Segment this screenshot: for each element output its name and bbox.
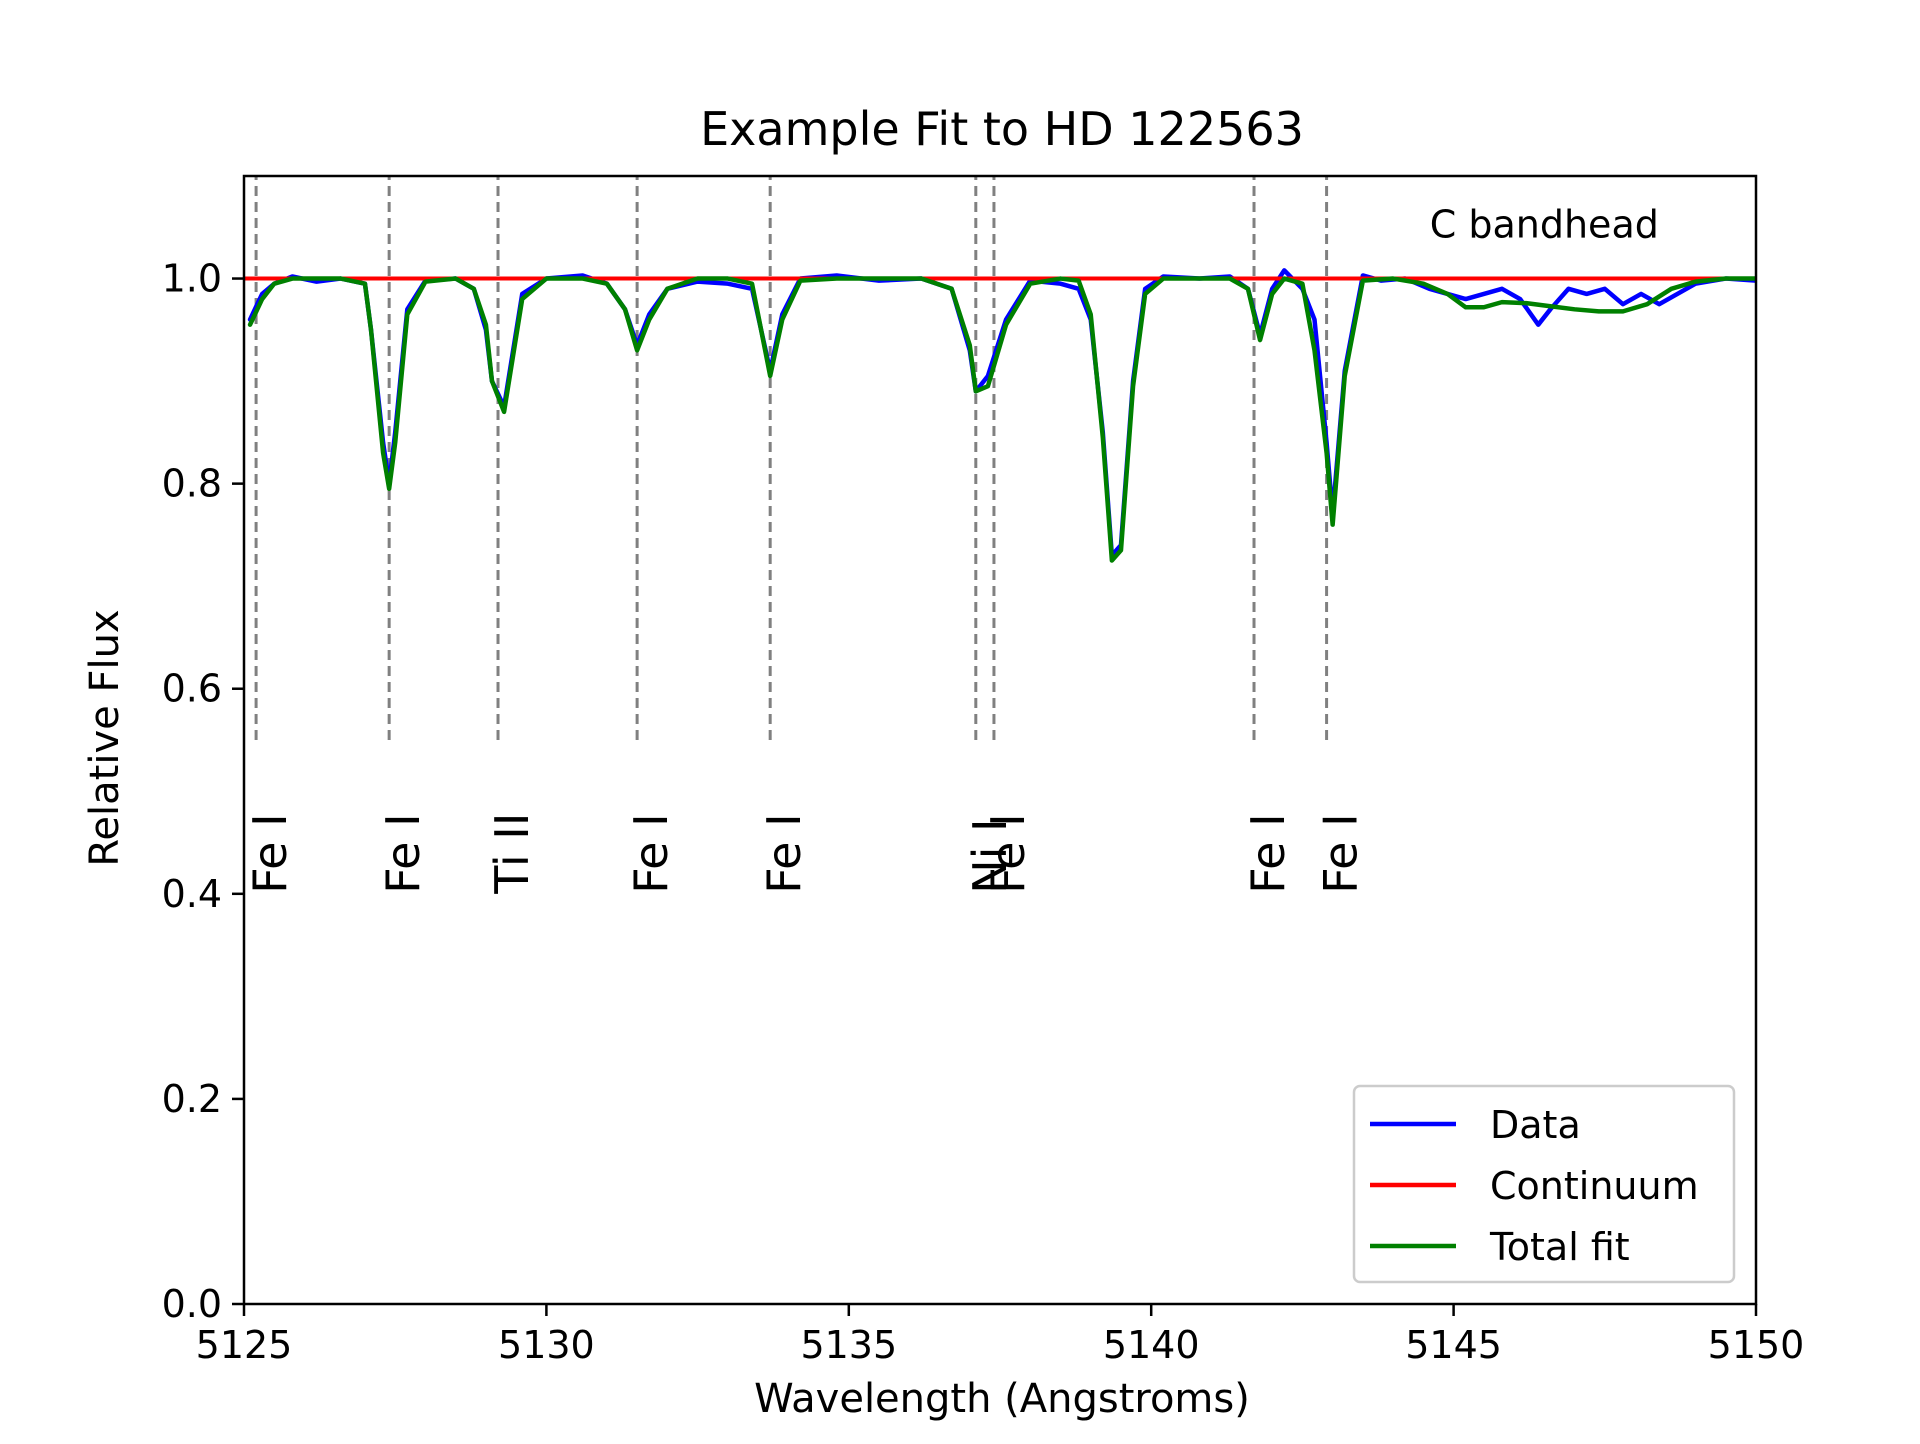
y-tick-label: 0.2 bbox=[162, 1077, 222, 1121]
plot-frame bbox=[242, 174, 1758, 1306]
x-tick-label: 5145 bbox=[1405, 1323, 1502, 1367]
x-tick-label: 5150 bbox=[1708, 1323, 1805, 1367]
y-tick-label: 0.4 bbox=[162, 872, 222, 916]
legend-label-continuum: Continuum bbox=[1490, 1164, 1699, 1208]
x-tick-label: 5125 bbox=[196, 1323, 293, 1367]
x-tick-label: 5140 bbox=[1103, 1323, 1200, 1367]
y-tick-label: 0.0 bbox=[162, 1282, 222, 1326]
line-label: Ti II bbox=[485, 813, 539, 895]
line-label: Fe I bbox=[1241, 813, 1295, 893]
legend-label-total-fit: Total fit bbox=[1489, 1225, 1630, 1269]
x-tick-label: 5130 bbox=[498, 1323, 595, 1367]
x-tick-label: 5135 bbox=[800, 1323, 897, 1367]
line-label: Fe I bbox=[757, 813, 811, 893]
line-label: Fe I bbox=[243, 813, 297, 893]
line-label: Fe I bbox=[981, 813, 1035, 893]
y-tick-label: 1.0 bbox=[162, 257, 222, 301]
chart-title: Example Fit to HD 122563 bbox=[700, 102, 1304, 156]
series-line-total-fit bbox=[247, 276, 1756, 563]
annotation-c-bandhead: C bandhead bbox=[1430, 203, 1659, 247]
legend: Data Continuum Total fit bbox=[1352, 1084, 1736, 1284]
y-axis-label: Relative Flux bbox=[82, 609, 128, 866]
line-label: Fe I bbox=[624, 813, 678, 893]
plot-area bbox=[244, 176, 1756, 740]
legend-box bbox=[1352, 1084, 1736, 1284]
line-label: Fe I bbox=[1314, 813, 1368, 893]
y-tick-label: 0.6 bbox=[162, 667, 222, 711]
x-axis-label: Wavelength (Angstroms) bbox=[754, 1376, 1250, 1422]
legend-label-data: Data bbox=[1490, 1103, 1581, 1147]
y-tick-label: 0.8 bbox=[162, 462, 222, 506]
line-label: Ni I bbox=[963, 818, 1017, 893]
line-label: Fe I bbox=[376, 813, 430, 893]
